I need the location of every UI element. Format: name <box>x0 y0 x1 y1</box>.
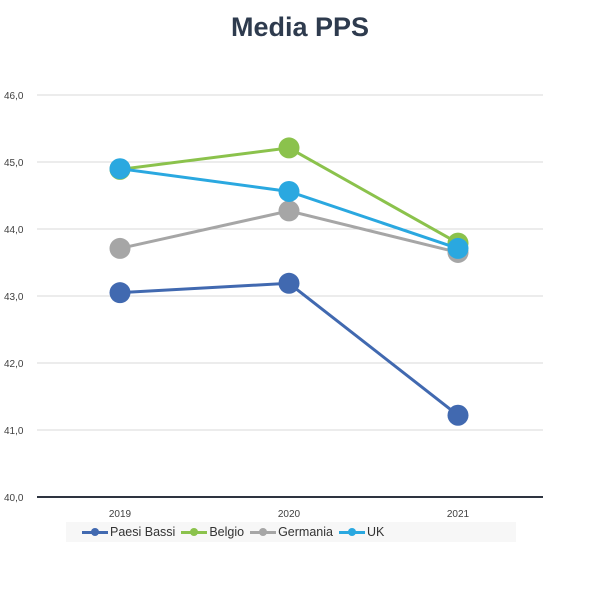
x-axis-ticks: 2019 2020 2021 <box>109 509 470 520</box>
legend-item: UK <box>338 525 385 539</box>
legend-swatch-icon <box>338 526 365 538</box>
legend-swatch-icon <box>181 526 208 538</box>
x-tick-label: 2021 <box>447 509 470 520</box>
legend-item: Belgio <box>181 525 244 539</box>
y-tick-label: 45,0 <box>4 158 24 169</box>
data-point <box>278 180 300 202</box>
data-point <box>109 282 131 304</box>
y-tick-label: 43,0 <box>4 292 24 303</box>
legend-swatch-marker <box>190 528 199 536</box>
legend-swatch-marker <box>347 528 356 536</box>
legend-label: Paesi Bassi <box>110 525 176 539</box>
legend-swatch-icon <box>250 526 277 538</box>
y-tick-label: 41,0 <box>4 426 24 437</box>
y-tick-label: 40,0 <box>4 493 24 504</box>
legend-item: Paesi Bassi <box>82 525 175 539</box>
data-point <box>278 200 300 222</box>
data-point <box>278 137 300 159</box>
y-axis-ticks: 40,0 41,0 42,0 43,0 44,0 45,0 46,0 <box>4 91 24 504</box>
chart-title: Media PPS <box>230 12 370 42</box>
legend-label: UK <box>366 525 385 539</box>
legend-item: Germania <box>250 525 333 539</box>
data-point <box>109 237 131 259</box>
series-group <box>109 137 469 426</box>
x-tick-label: 2019 <box>109 509 132 520</box>
y-tick-label: 44,0 <box>4 225 24 236</box>
series-line <box>119 281 459 417</box>
legend-swatch-marker <box>259 528 268 536</box>
x-tick-label: 2020 <box>278 509 301 520</box>
chart-legend: Paesi Bassi Belgio Germania UK <box>66 522 516 542</box>
data-point <box>447 237 469 259</box>
y-tick-label: 42,0 <box>4 359 24 370</box>
data-point <box>447 404 469 426</box>
legend-swatch-marker <box>91 528 99 536</box>
y-tick-label: 46,0 <box>4 91 24 102</box>
legend-swatch-icon <box>82 526 108 538</box>
data-point <box>278 272 300 294</box>
legend-label: Germania <box>278 525 333 539</box>
data-point <box>109 158 131 180</box>
legend-label: Belgio <box>209 525 245 539</box>
